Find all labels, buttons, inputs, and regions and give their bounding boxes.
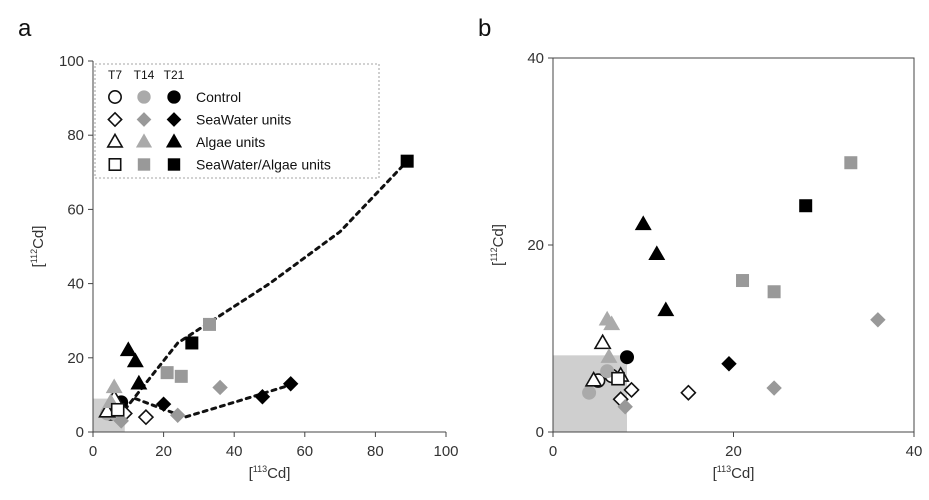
data-point-square	[110, 402, 125, 417]
y-tick-label: 20	[527, 237, 544, 254]
data-point-triangle	[603, 315, 621, 331]
data-point-triangle	[600, 348, 618, 363]
legend-time-header: T7	[108, 68, 122, 82]
legend-marker	[107, 111, 123, 128]
legend-label: SeaWater/Algae units	[196, 157, 331, 173]
panel-b-chart: 0 20 40 0 20 40 [113Cd] [112Cd] b	[478, 15, 922, 482]
data-point-diamond	[680, 384, 697, 401]
y-tick-label: 80	[67, 127, 84, 144]
data-point-triangle	[584, 370, 603, 387]
data-point-triangle	[634, 215, 652, 231]
data-point-square	[799, 199, 813, 213]
data-point-triangle	[593, 333, 612, 350]
x-tick-label: 40	[906, 443, 923, 460]
data-point-square	[160, 366, 174, 380]
data-point-circle	[600, 364, 615, 379]
panel-label: b	[478, 15, 491, 42]
legend-label: Algae units	[196, 134, 265, 150]
legend-marker	[136, 112, 152, 127]
data-point-circle	[620, 350, 635, 365]
data-point-diamond	[170, 407, 186, 424]
legend-marker	[167, 90, 181, 104]
y-axis-title: [112Cd]	[489, 224, 507, 266]
data-point-square	[202, 317, 216, 331]
data-point-diamond	[766, 380, 782, 396]
data-point-diamond	[721, 356, 737, 372]
data-point-diamond	[623, 381, 640, 399]
legend-marker	[106, 132, 124, 148]
legend-marker	[165, 133, 183, 148]
data-point-square	[844, 156, 858, 170]
data-point-square	[736, 274, 750, 288]
legend-marker	[135, 133, 153, 148]
data-point-diamond	[155, 396, 172, 412]
legend-marker	[137, 90, 151, 104]
x-tick-label: 20	[155, 443, 172, 460]
y-tick-label: 60	[67, 201, 84, 218]
data-point-diamond	[870, 312, 886, 328]
legend-marker	[137, 158, 151, 171]
data-point-square	[185, 336, 199, 350]
data-point-square	[611, 371, 625, 386]
panel-label: a	[18, 15, 32, 42]
data-point-diamond	[137, 409, 155, 426]
data-point-diamond	[254, 389, 271, 405]
data-point-square	[174, 369, 188, 383]
data-point-diamond	[113, 413, 129, 429]
y-tick-label: 40	[67, 276, 84, 293]
data-point-triangle	[130, 374, 148, 390]
data-point-diamond	[212, 379, 228, 396]
data-point-diamond	[617, 399, 633, 415]
legend-marker	[108, 90, 122, 104]
panel-a-chart: 0 20 40 60 80 100 0 20 40 60 80 100 [113Cd] [112Cd] a T…	[18, 15, 459, 482]
legend-marker	[108, 158, 122, 172]
x-axis-title: [113Cd]	[249, 464, 291, 482]
data-point-triangle	[648, 245, 666, 261]
y-tick-label: 40	[527, 50, 544, 67]
legend-time-header: T21	[164, 68, 185, 82]
legend-time-header: T14	[134, 68, 155, 82]
legend-label: SeaWater units	[196, 112, 291, 128]
y-tick-label: 0	[76, 424, 84, 441]
data-point-circle	[582, 385, 597, 400]
y-tick-label: 100	[59, 53, 84, 70]
data-point-square	[767, 285, 781, 299]
legend-marker	[166, 112, 182, 127]
x-tick-label: 60	[296, 443, 313, 460]
x-tick-label: 40	[226, 443, 243, 460]
data-point-diamond	[282, 376, 299, 392]
x-tick-label: 20	[725, 443, 742, 460]
data-point-triangle	[119, 341, 137, 357]
x-tick-label: 80	[367, 443, 384, 460]
legend-label: Control	[196, 89, 241, 105]
y-axis-title: [112Cd]	[29, 226, 47, 268]
x-tick-label: 0	[89, 443, 97, 460]
data-point-triangle	[657, 301, 675, 317]
legend-marker	[167, 158, 181, 171]
x-axis-title: [113Cd]	[713, 464, 755, 482]
y-tick-label: 0	[536, 424, 544, 441]
y-tick-label: 20	[67, 350, 84, 367]
x-tick-label: 0	[549, 443, 557, 460]
trend-line	[123, 159, 409, 412]
data-point-triangle	[105, 378, 123, 394]
data-point-triangle	[126, 352, 144, 368]
data-point-square	[400, 154, 414, 168]
x-tick-label: 100	[433, 443, 458, 460]
